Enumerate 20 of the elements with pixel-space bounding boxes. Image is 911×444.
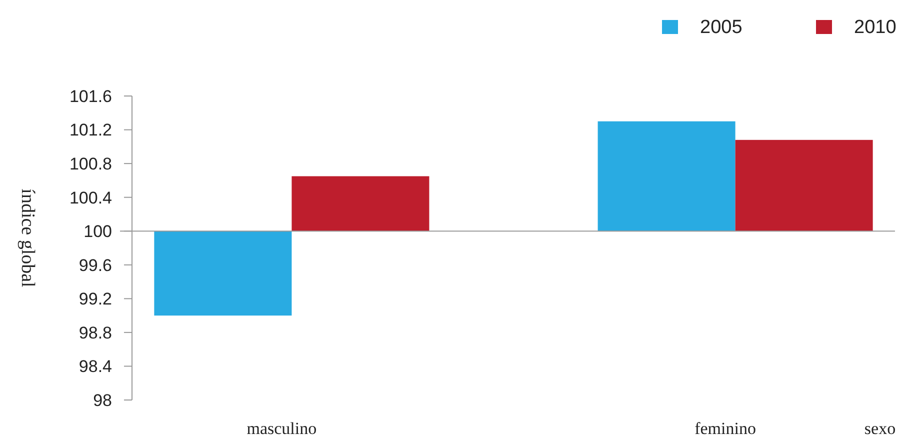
x-tick-label: feminino: [694, 419, 756, 438]
legend-label: 2005: [700, 17, 742, 38]
y-tick-label: 101.6: [69, 86, 112, 106]
y-tick-label: 100.8: [69, 154, 112, 174]
y-tick-label: 98.8: [78, 323, 112, 342]
y-tick-label: 98: [93, 390, 112, 410]
y-tick-label: 100.4: [69, 188, 112, 208]
y-tick-label: 101.2: [69, 120, 112, 140]
bar: [598, 121, 736, 232]
bar: [735, 140, 873, 232]
bar: [154, 231, 292, 316]
y-tick-label: 100: [84, 222, 112, 242]
y-axis-title: índice global: [17, 188, 38, 288]
legend-label: 2010: [854, 17, 896, 38]
bar: [292, 176, 430, 232]
y-tick-label: 99.2: [78, 290, 112, 309]
y-tick-label: 98.4: [78, 357, 112, 376]
x-tick-label: masculino: [246, 419, 317, 438]
x-axis-title: sexo: [864, 419, 896, 438]
y-tick-label: 99.6: [78, 256, 112, 275]
